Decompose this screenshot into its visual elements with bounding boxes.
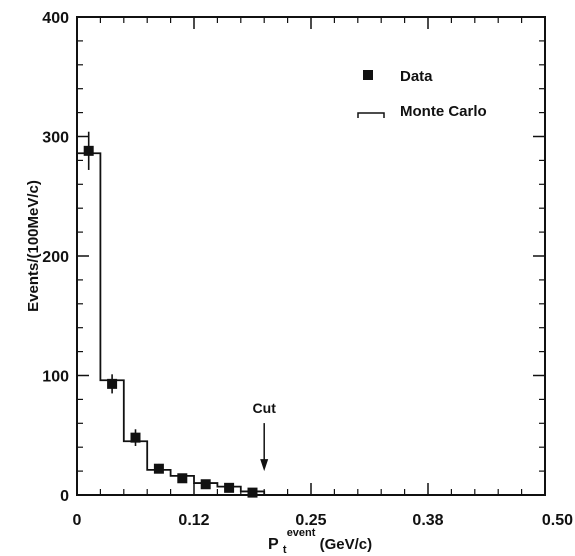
- x-tick-label: 0.38: [412, 512, 443, 529]
- y-tick-label: 0: [60, 488, 69, 505]
- data-point: [247, 487, 258, 498]
- data-points-layer: [83, 131, 258, 498]
- x-axis-title-unit: (GeV/c): [320, 536, 373, 553]
- data-marker: [177, 473, 188, 484]
- y-tick-label: 200: [42, 249, 69, 266]
- y-axis-title: Events/(100MeV/c): [25, 180, 42, 312]
- monte-carlo-layer: [76, 152, 266, 495]
- data-point: [153, 463, 164, 474]
- x-axis-title-sup: event: [287, 527, 316, 539]
- x-tick-label: 0: [73, 512, 82, 529]
- y-tick-label: 400: [42, 10, 69, 27]
- x-axis-title-sub: t: [283, 544, 287, 556]
- legend-label-data: Data: [400, 68, 433, 85]
- ticks-layer: 0 100 200 300 400 0 0.12 0.25 0.38 0.50: [42, 10, 573, 529]
- cut-label: Cut: [253, 400, 277, 416]
- legend-label-monte-carlo: Monte Carlo: [400, 103, 487, 120]
- x-tick-label: 0.25: [295, 512, 326, 529]
- data-point: [83, 131, 94, 170]
- data-marker: [224, 482, 235, 493]
- data-marker: [107, 378, 118, 389]
- legend-marker-monte-carlo: [357, 112, 385, 118]
- x-axis-title: P t event (GeV/c): [268, 523, 372, 556]
- x-axis-title-main: P: [268, 536, 279, 553]
- data-marker: [83, 145, 94, 156]
- data-marker: [247, 487, 258, 498]
- data-point: [130, 429, 141, 447]
- legend-marker-data: [363, 70, 373, 80]
- data-marker: [153, 463, 164, 474]
- data-marker: [130, 432, 141, 443]
- legend: Data Monte Carlo: [357, 68, 487, 120]
- data-point: [177, 473, 188, 484]
- x-tick-label: 0.12: [178, 512, 209, 529]
- data-point: [224, 482, 235, 493]
- y-tick-label: 100: [42, 369, 69, 386]
- data-point: [200, 479, 211, 490]
- cut-annotation: Cut: [253, 400, 277, 472]
- data-point: [107, 374, 118, 394]
- data-marker: [200, 479, 211, 490]
- cut-arrow-head: [260, 459, 269, 472]
- x-tick-label: 0.50: [542, 512, 573, 529]
- plot-frame: [76, 16, 546, 496]
- monte-carlo-histogram: [76, 152, 266, 495]
- y-tick-label: 300: [42, 130, 69, 147]
